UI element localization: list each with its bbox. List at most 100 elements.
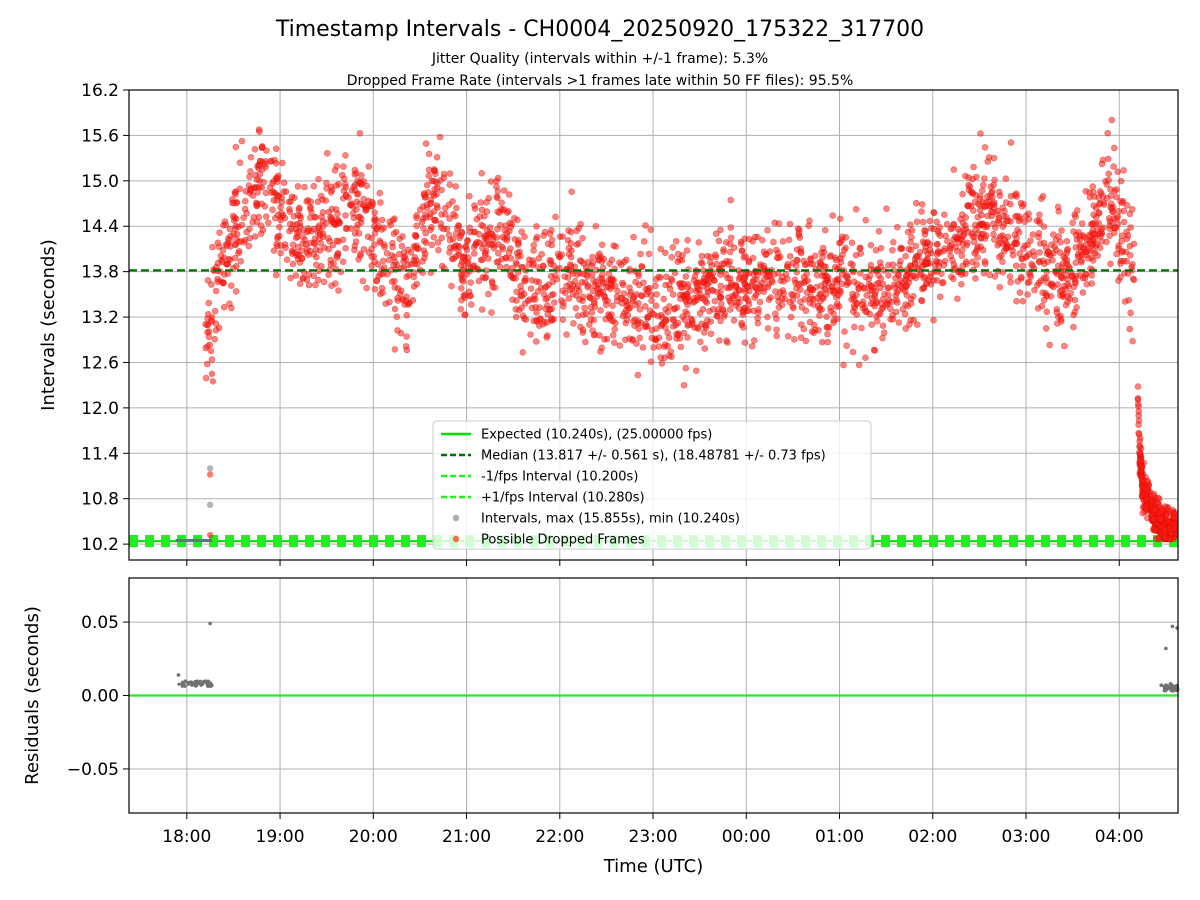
dropped-frame-point bbox=[888, 298, 896, 306]
tail-dropped-frame-point bbox=[1152, 526, 1159, 534]
dropped-frame-point bbox=[312, 281, 319, 289]
legend-swatch-marker bbox=[452, 535, 460, 543]
dropped-frame-point bbox=[565, 245, 573, 252]
dropped-frame-point bbox=[259, 166, 266, 173]
tail-dropped-frame-point bbox=[1139, 509, 1146, 517]
dropped-frame-point bbox=[665, 303, 673, 310]
dropped-frame-point bbox=[610, 339, 618, 347]
dropped-frame-point bbox=[995, 215, 1003, 222]
dropped-frame-point bbox=[389, 216, 397, 224]
dropped-frame-point bbox=[412, 244, 419, 251]
dropped-frame-point bbox=[335, 287, 342, 294]
dropped-frame-point bbox=[750, 277, 758, 284]
dropped-frame-point bbox=[637, 292, 645, 299]
dropped-frame-point bbox=[932, 257, 940, 265]
dropped-frame-point bbox=[981, 144, 989, 151]
dropped-frame-point bbox=[317, 240, 325, 247]
dropped-frame-point bbox=[339, 236, 347, 244]
dropped-frame-point bbox=[477, 199, 485, 206]
dropped-frame-point bbox=[602, 301, 610, 309]
tail-dropped-frame-point bbox=[1136, 442, 1144, 449]
dropped-frame-point bbox=[670, 316, 678, 323]
dropped-frame-point bbox=[921, 227, 928, 234]
dropped-frame-point bbox=[1121, 269, 1128, 277]
dropped-frame-point bbox=[990, 230, 997, 238]
dropped-frame-point bbox=[742, 253, 750, 260]
dropped-frame-point bbox=[563, 331, 570, 338]
dropped-frame-point bbox=[759, 236, 766, 244]
dropped-frame-point bbox=[387, 221, 394, 229]
dropped-frame-point bbox=[251, 233, 259, 240]
dropped-frame-point bbox=[333, 237, 341, 245]
dropped-frame-point bbox=[648, 326, 656, 334]
time-x-tick-label: 21:00 bbox=[442, 827, 491, 847]
dropped-frame-point bbox=[703, 292, 711, 300]
dropped-frame-point bbox=[364, 233, 372, 240]
dropped-frame-point bbox=[1036, 249, 1043, 256]
dropped-frame-point bbox=[720, 248, 727, 255]
residual-cluster-point bbox=[197, 681, 201, 685]
dropped-frame-point bbox=[685, 321, 693, 328]
legend-swatch-marker bbox=[452, 514, 460, 522]
dropped-frame-point bbox=[453, 204, 460, 212]
residual-cluster-point bbox=[183, 679, 187, 683]
dropped-frame-point bbox=[979, 221, 987, 228]
dropped-frame-point bbox=[749, 254, 757, 262]
dropped-frame-point bbox=[1059, 260, 1067, 267]
dropped-frame-point bbox=[652, 282, 659, 290]
dropped-frame-point bbox=[232, 288, 240, 295]
dropped-frame-point bbox=[754, 285, 761, 293]
dropped-frame-point bbox=[853, 300, 861, 308]
dropped-frame-point bbox=[778, 301, 786, 309]
dropped-frame-point bbox=[714, 312, 721, 320]
dropped-frame-point bbox=[726, 240, 734, 248]
dropped-frame-point bbox=[340, 163, 347, 170]
dropped-frame-point bbox=[930, 316, 937, 324]
dropped-frame-point bbox=[238, 221, 246, 229]
dropped-frame-point bbox=[655, 273, 663, 281]
dropped-frame-point bbox=[798, 303, 806, 311]
dropped-frame-point bbox=[500, 205, 508, 213]
dropped-frame-point bbox=[712, 251, 719, 259]
dropped-frame-point bbox=[913, 321, 921, 328]
dropped-frame-point bbox=[807, 286, 814, 294]
intervals-y-tick-label: 15.0 bbox=[81, 172, 119, 192]
dropped-frame-point bbox=[916, 248, 924, 256]
dropped-frame-point bbox=[981, 260, 989, 268]
dropped-frame-point bbox=[400, 264, 408, 271]
dropped-frame-point bbox=[717, 317, 724, 325]
dropped-frame-point bbox=[667, 348, 675, 356]
dropped-frame-point bbox=[918, 201, 926, 208]
dropped-frame-point bbox=[231, 189, 239, 196]
dropped-frame-point bbox=[206, 341, 214, 349]
dropped-frame-point bbox=[930, 209, 938, 217]
dropped-frame-point bbox=[973, 173, 980, 181]
dropped-frame-point bbox=[1002, 244, 1010, 252]
dropped-frame-point bbox=[385, 256, 393, 264]
dropped-frame-point bbox=[741, 288, 749, 295]
dropped-frame-point bbox=[668, 253, 676, 261]
dropped-frame-point bbox=[829, 287, 837, 295]
dropped-frame-point bbox=[830, 319, 837, 327]
dropped-frame-point bbox=[256, 128, 263, 135]
dropped-frame-point bbox=[426, 200, 434, 207]
dropped-frame-point bbox=[574, 312, 582, 320]
dropped-frame-point bbox=[789, 296, 797, 304]
dropped-frame-point bbox=[289, 260, 297, 268]
dropped-frame-point bbox=[465, 288, 473, 296]
dropped-frame-point bbox=[1129, 337, 1136, 345]
dropped-frame-point bbox=[479, 244, 486, 252]
dropped-frame-point bbox=[1129, 206, 1136, 213]
dropped-frame-point bbox=[538, 251, 546, 258]
dropped-frame-point bbox=[717, 288, 724, 296]
dropped-frame-point bbox=[575, 240, 582, 247]
dropped-frame-point bbox=[1055, 233, 1062, 240]
dropped-frame-point bbox=[1017, 273, 1025, 281]
dropped-frame-point bbox=[797, 334, 805, 342]
dropped-frame-point bbox=[817, 282, 825, 290]
dropped-frame-point bbox=[893, 224, 901, 231]
dropped-frame-point bbox=[700, 278, 707, 285]
dropped-frame-point bbox=[1058, 274, 1065, 281]
dropped-frame-point bbox=[458, 229, 466, 237]
dropped-frame-point bbox=[399, 296, 406, 303]
